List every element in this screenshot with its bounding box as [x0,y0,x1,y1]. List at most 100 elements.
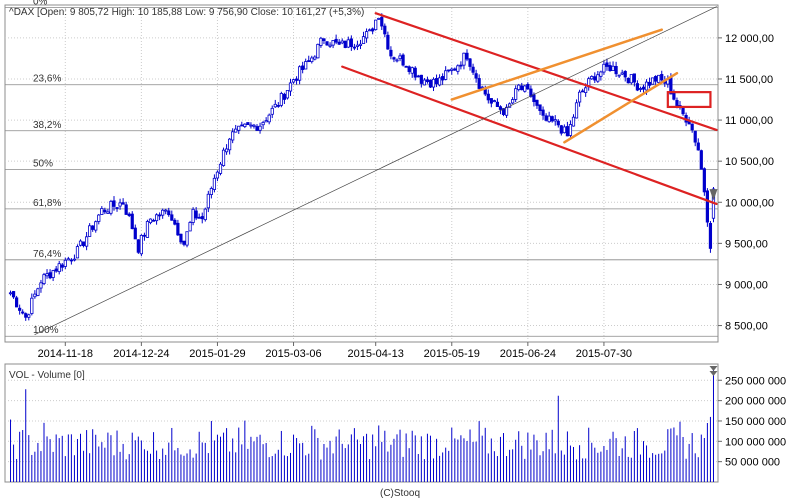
price-candle-body [544,115,548,121]
price-candle-body [450,68,454,71]
price-candle-body [264,120,268,123]
price-candle-body [404,65,408,68]
price-candle-body [273,103,277,108]
price-candle-body [626,78,630,84]
price-candle-body [221,149,226,166]
price-candle-body [97,214,101,222]
price-candle-body [577,91,582,103]
price-candle-body [498,106,503,110]
price-candle-body [158,214,162,217]
price-candle-body [313,56,317,60]
price-tick-label: 12 000,00 [725,33,774,45]
price-candle-body [501,108,506,115]
price-candle-body [380,16,384,27]
price-candle-body [708,222,713,249]
price-candle-body [24,313,28,318]
price-candle-body [535,99,539,106]
price-candle-body [194,210,198,219]
price-candle-body [291,79,296,83]
trend-line-thin [34,6,717,335]
price-candle-body [304,61,308,70]
price-candle-body [255,126,259,131]
date-tick-label: 2015-05-19 [424,348,480,360]
price-candle-body [212,177,217,190]
price-candle-body [130,213,134,230]
price-candle-body [15,297,19,308]
price-candle-body [57,263,61,273]
price-candle-body [21,311,25,314]
price-candle-body [206,193,210,209]
price-candle-body [517,84,521,90]
price-panel: 0% 23,6% 38,2% 50% 61,8% 76,4% 100% 8 500,00 9 … [4,0,774,482]
price-candle-body [371,28,375,32]
price-candle-body [523,85,527,92]
volume-tick-label: 150 000 000 [725,416,786,428]
price-candle-body [364,31,369,39]
price-candle-body [106,211,110,214]
price-candle-body [103,209,107,213]
price-candle-body [60,264,64,268]
price-candle-body [456,65,460,72]
price-candle-body [541,109,545,116]
price-candle-body [504,106,509,116]
price-candle-body [632,73,636,83]
price-candle-body [182,240,186,245]
price-candle-body [358,43,363,46]
price-candle-body [340,40,344,44]
price-candle-body [133,227,137,240]
price-candle-body [127,213,131,216]
price-candle-body [437,77,442,86]
price-candle-body [188,222,192,232]
price-candle-body [623,70,627,78]
price-candle-body [696,142,700,151]
price-candle-body [30,297,34,314]
price-candle-body [434,78,439,85]
price-candle-body [571,116,576,127]
price-candle-body [118,202,122,207]
price-candle-body [361,36,366,44]
fibonacci-levels: 0% 23,6% 38,2% 50% 61,8% 76,4% 100% [5,0,718,337]
volume-marker-icon [709,366,718,371]
price-candle-body [234,128,238,133]
price-candle-body [629,74,633,84]
price-candle-body [596,74,600,82]
price-candle-body [529,88,533,97]
price-candle-body [422,79,426,86]
price-candle-body [81,241,86,247]
price-candle-body [310,57,314,63]
price-candle-body [635,83,640,91]
price-candle-body [197,216,201,219]
date-tick-label: 2015-04-13 [348,348,404,360]
price-candle-body [389,49,393,57]
down-arrow-marker-icon [709,189,718,201]
fib-label: 61,8% [33,198,61,209]
price-candle-body [593,76,597,81]
volume-panel: 50 000 000 100 000 000 150 000 000 200 000 … [4,363,786,483]
price-candle-body [441,76,445,81]
price-candle-body [453,68,457,71]
price-tick-label: 10 000,00 [725,197,774,209]
price-candle-body [66,258,70,261]
price-candle-body [553,119,557,122]
price-candle-body [644,81,649,91]
price-candle-body [124,204,128,215]
fib-label: 23,6% [33,74,61,85]
price-candle-body [638,88,643,90]
price-candle-body [237,125,241,131]
price-candle-body [383,25,387,35]
price-candle-body [599,71,603,77]
date-tick-label: 2015-07-30 [576,348,632,360]
price-candle-body [84,236,89,247]
price-tick-label: 11 000,00 [725,115,773,127]
price-candle-body [167,210,171,216]
volume-title: VOL - Volume [0] [9,370,85,381]
stooq-credit: (C)Stooq [380,488,420,499]
price-candle-body [331,40,335,46]
price-candle-body [11,291,16,298]
price-candle-body [170,214,174,221]
price-candle-body [495,101,500,107]
date-tick-label: 2015-06-24 [500,348,556,360]
price-candle-body [8,292,13,295]
price-candle-body [179,233,183,243]
